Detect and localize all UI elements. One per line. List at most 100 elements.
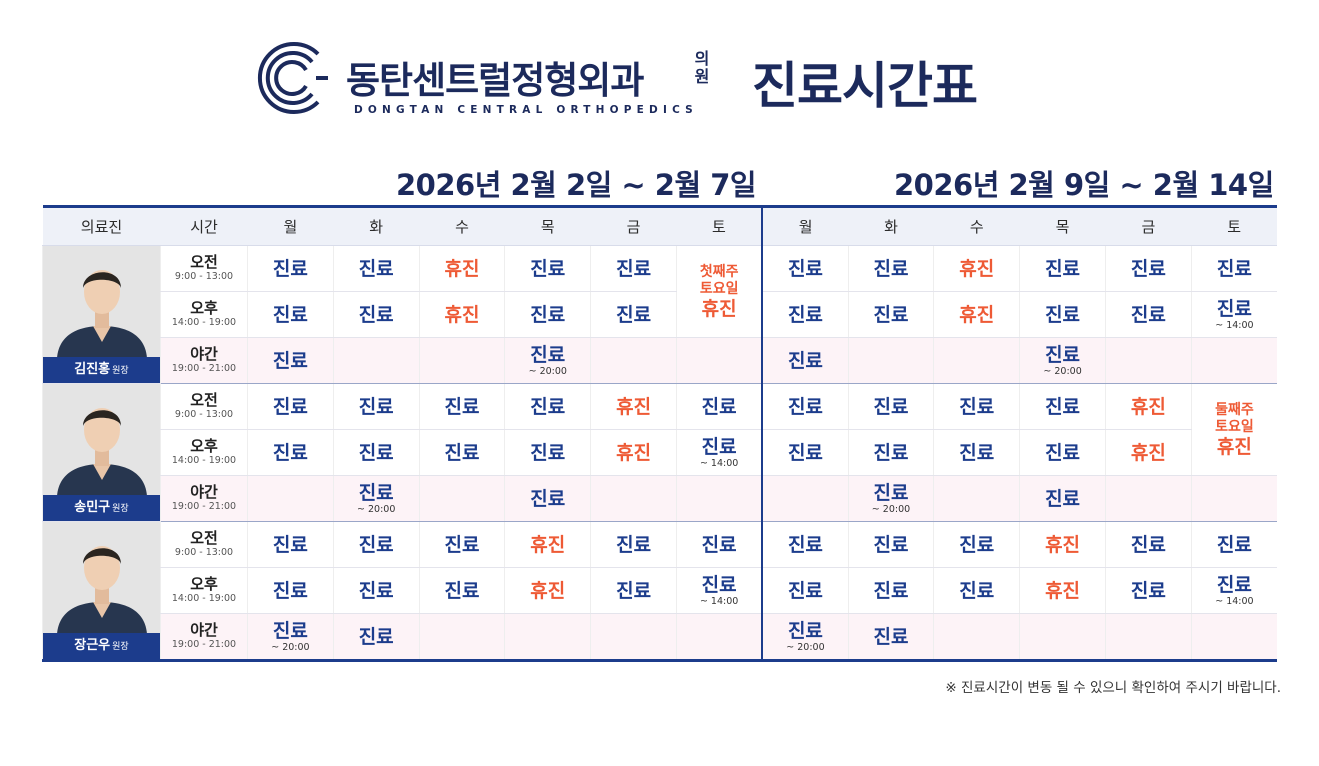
status-text: 진료	[444, 579, 480, 602]
period-label: 오후	[190, 575, 218, 593]
schedule-cell: 진료	[332, 291, 420, 338]
status-text: 진료	[787, 395, 823, 418]
period-label: 오전	[190, 529, 218, 547]
period-cell: 오전 9:00 - 13:00	[160, 383, 248, 430]
period-hours: 14:00 - 19:00	[171, 317, 237, 328]
status-text: 진료	[787, 441, 823, 464]
col-header-day: 금	[590, 206, 677, 246]
schedule-cell	[590, 475, 677, 522]
period-cell: 야간 19:00 - 21:00	[160, 613, 248, 661]
status-text: 진료	[530, 344, 566, 366]
status-text: 진료	[1045, 344, 1081, 366]
status-text: 진료	[701, 533, 737, 556]
schedule-cell: 진료	[418, 567, 505, 614]
doctor-photo-icon	[43, 522, 160, 634]
schedule-cell	[504, 613, 591, 661]
merged-closed-cell: 둘째주 토요일 휴진	[1190, 383, 1278, 476]
schedule-cell: 휴진	[1019, 521, 1106, 568]
schedule-cell	[590, 337, 677, 384]
status-text: 진료	[272, 579, 308, 602]
schedule-cell: 진료 ~ 20:00	[504, 337, 591, 384]
status-text: 진료	[272, 441, 308, 464]
end-time-note: ~ 20:00	[528, 366, 567, 377]
period-hours: 14:00 - 19:00	[171, 455, 237, 466]
schedule-cell: 진료	[933, 567, 1020, 614]
status-text: 휴진	[444, 257, 480, 280]
schedule-row: 장근우 원장 오전 9:00 - 13:00 진료 진료 진료 휴진 진료 진료 진료 진료 진료 휴진 진…	[42, 521, 1278, 661]
status-text: 진료	[873, 395, 909, 418]
period-label: 오전	[190, 253, 218, 271]
schedule-cell: 진료	[247, 291, 334, 338]
schedule-cell	[332, 337, 420, 384]
period-label: 야간	[190, 345, 218, 363]
status-text: 휴진	[1045, 533, 1081, 556]
schedule-cell: 진료	[1104, 291, 1192, 338]
schedule-cell: 휴진	[590, 429, 677, 476]
schedule-cell: 진료	[847, 245, 934, 292]
period-hours: 14:00 - 19:00	[171, 593, 237, 604]
schedule-cell	[1104, 475, 1192, 522]
schedule-cell	[675, 337, 763, 384]
schedule-row: 오후 14:00 - 19:00 진료 진료 진료 진료 휴진 진료 ~ 14:00 진료 진료 진료…	[43, 429, 1278, 476]
period-cell: 오전 9:00 - 13:00	[160, 245, 248, 292]
schedule-cell: 진료	[1190, 245, 1278, 292]
period-cell: 오후 14:00 - 19:00	[160, 429, 248, 476]
schedule-cell: 진료	[933, 429, 1020, 476]
status-text: 진료	[358, 257, 394, 280]
status-text: 진료	[358, 579, 394, 602]
col-header-day: 화	[333, 206, 420, 246]
status-text: 진료	[701, 436, 737, 458]
schedule-cell	[1104, 613, 1192, 661]
schedule-cell	[418, 337, 505, 384]
col-header-day: 월	[761, 206, 849, 246]
schedule-cell: 휴진	[933, 245, 1020, 292]
schedule-cell: 진료	[761, 245, 849, 292]
status-text: 진료	[444, 395, 480, 418]
schedule-cell: 진료	[1019, 245, 1106, 292]
status-text: 진료	[787, 579, 823, 602]
schedule-cell: 진료	[504, 245, 591, 292]
status-text: 진료	[616, 257, 652, 280]
doctor-name: 장근우	[74, 638, 111, 653]
status-text: 진료	[959, 579, 995, 602]
schedule-row: 야간 19:00 - 21:00 진료 진료 ~ 20:00 진료 진료 ~ 20:00	[43, 337, 1278, 384]
schedule-cell: 진료	[1019, 291, 1106, 338]
schedule-cell: 휴진	[933, 291, 1020, 338]
schedule-cell: 휴진	[1104, 429, 1192, 476]
status-text: 휴진	[616, 441, 652, 464]
clinic-logo-icon	[258, 42, 328, 114]
schedule-cell	[590, 613, 677, 661]
end-time-note: ~ 14:00	[699, 596, 739, 607]
schedule-cell: 휴진	[418, 245, 505, 292]
status-text: 진료	[1045, 441, 1081, 464]
col-header-day: 수	[419, 206, 505, 246]
status-text: 휴진	[1130, 395, 1166, 418]
col-header-day: 목	[1019, 206, 1106, 246]
schedule-cell: 진료	[247, 521, 334, 568]
schedule-cell: 진료	[590, 245, 677, 292]
status-text: 진료	[616, 533, 652, 556]
doctor-name-badge: 김진홍 원장	[43, 357, 160, 383]
schedule-cell	[1190, 337, 1278, 384]
period-cell: 오후 14:00 - 19:00	[160, 567, 248, 614]
period-cell: 야간 19:00 - 21:00	[160, 337, 248, 384]
status-text: 진료	[1130, 257, 1166, 280]
status-text: 휴진	[530, 533, 566, 556]
period-label: 야간	[190, 621, 218, 639]
status-text: 휴진	[444, 303, 480, 326]
schedule-cell: 진료	[933, 521, 1020, 568]
schedule-cell: 진료	[504, 429, 591, 476]
schedule-cell	[1104, 337, 1192, 384]
end-time-note: ~ 20:00	[271, 642, 310, 653]
status-text: 진료	[1216, 257, 1252, 280]
doctor-cell: 김진홍 원장	[42, 245, 161, 384]
schedule-cell: 진료	[504, 383, 591, 430]
period-cell: 오후 14:00 - 19:00	[160, 291, 248, 338]
week-range-1: 2026년 2월 2일 ~ 2월 7일	[396, 168, 757, 202]
schedule-cell: 진료	[247, 567, 334, 614]
schedule-cell	[418, 475, 505, 522]
schedule-cell: 진료	[332, 245, 420, 292]
schedule-cell: 휴진	[504, 521, 591, 568]
period-cell: 오전 9:00 - 13:00	[160, 521, 248, 568]
